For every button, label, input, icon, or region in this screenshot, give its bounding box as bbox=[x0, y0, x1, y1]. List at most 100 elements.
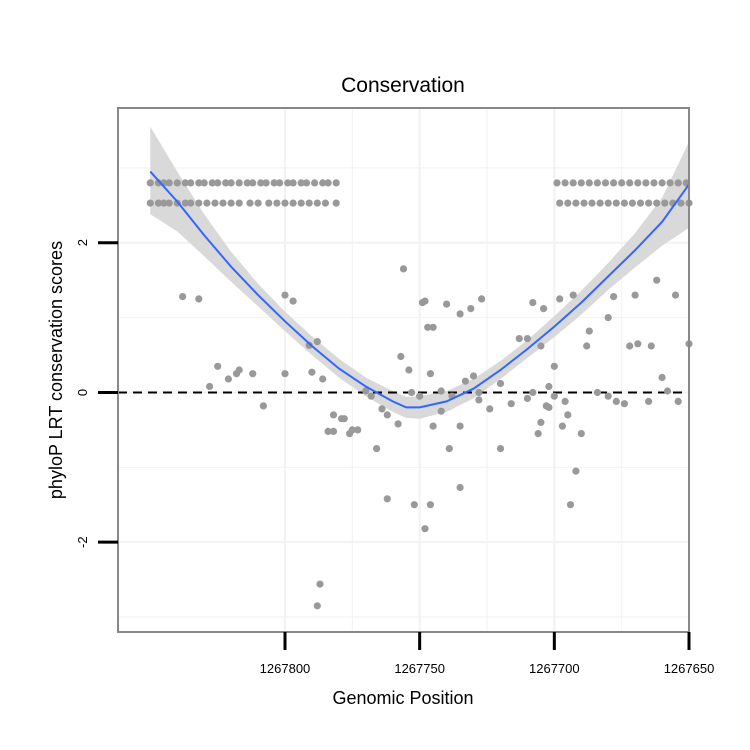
data-point bbox=[593, 388, 602, 397]
data-point bbox=[165, 199, 173, 207]
data-point bbox=[620, 400, 629, 408]
data-point bbox=[601, 179, 610, 187]
data-point bbox=[319, 179, 327, 187]
data-point bbox=[636, 199, 645, 207]
y-tick-label: -2 bbox=[75, 536, 90, 548]
data-point bbox=[424, 323, 432, 331]
data-point bbox=[383, 411, 391, 419]
data-point bbox=[604, 314, 612, 322]
data-point bbox=[537, 418, 545, 426]
data-point bbox=[580, 199, 588, 207]
data-point bbox=[461, 377, 469, 385]
data-point bbox=[642, 179, 650, 187]
data-point bbox=[564, 411, 572, 419]
data-point bbox=[203, 199, 211, 207]
data-point bbox=[469, 372, 478, 380]
data-point bbox=[596, 199, 604, 207]
data-point bbox=[523, 394, 532, 402]
data-point bbox=[273, 199, 281, 207]
data-point bbox=[634, 340, 642, 348]
data-point bbox=[478, 295, 486, 303]
data-point bbox=[160, 199, 168, 207]
data-point bbox=[429, 323, 437, 331]
data-point bbox=[647, 342, 655, 350]
data-point bbox=[666, 179, 674, 187]
data-point bbox=[408, 388, 416, 397]
data-point bbox=[348, 426, 356, 434]
data-point bbox=[410, 501, 418, 509]
data-point bbox=[281, 291, 289, 299]
data-point bbox=[645, 397, 653, 405]
x-tick-label: 1267800 bbox=[260, 661, 311, 676]
data-point bbox=[550, 362, 558, 370]
data-point bbox=[219, 199, 227, 207]
data-point bbox=[545, 403, 553, 411]
data-point bbox=[195, 295, 203, 303]
y-tick-label: 2 bbox=[75, 239, 90, 246]
data-point bbox=[634, 179, 642, 187]
data-point bbox=[297, 199, 305, 207]
data-point bbox=[222, 179, 230, 187]
data-point bbox=[154, 179, 162, 187]
chart-title: Conservation bbox=[341, 74, 465, 97]
data-point bbox=[577, 430, 585, 438]
data-point bbox=[324, 179, 332, 187]
data-point bbox=[146, 199, 154, 207]
data-point bbox=[146, 179, 154, 187]
data-point bbox=[674, 179, 682, 187]
data-point bbox=[556, 199, 564, 207]
data-points bbox=[146, 179, 693, 610]
data-point bbox=[362, 387, 370, 395]
data-point bbox=[561, 179, 569, 187]
data-point bbox=[416, 392, 424, 400]
data-point bbox=[316, 580, 324, 588]
data-point bbox=[227, 179, 235, 187]
data-point bbox=[556, 295, 564, 303]
data-point bbox=[397, 352, 405, 361]
data-point bbox=[650, 179, 658, 187]
data-point bbox=[324, 427, 332, 435]
data-point bbox=[534, 430, 542, 438]
data-point bbox=[612, 397, 620, 405]
data-point bbox=[550, 392, 558, 400]
data-point bbox=[426, 370, 434, 378]
data-point bbox=[569, 291, 577, 299]
data-point bbox=[378, 405, 386, 413]
data-point bbox=[243, 179, 251, 187]
data-point bbox=[289, 199, 297, 207]
data-point bbox=[653, 276, 661, 284]
data-point bbox=[289, 297, 297, 305]
data-point bbox=[561, 397, 569, 405]
data-point bbox=[399, 265, 408, 273]
data-point bbox=[566, 501, 575, 509]
data-point bbox=[677, 199, 685, 207]
data-point bbox=[658, 373, 666, 382]
data-point bbox=[305, 199, 313, 207]
data-point bbox=[297, 179, 305, 187]
data-point bbox=[475, 388, 483, 397]
data-point bbox=[604, 392, 612, 400]
data-point bbox=[604, 199, 612, 207]
data-point bbox=[257, 179, 265, 187]
data-point bbox=[507, 400, 515, 408]
data-point bbox=[259, 402, 267, 410]
panel-border bbox=[117, 107, 690, 633]
data-point bbox=[612, 199, 620, 207]
data-point bbox=[631, 291, 639, 299]
data-point bbox=[443, 300, 451, 308]
data-point bbox=[618, 179, 626, 187]
data-point bbox=[658, 179, 666, 187]
data-point bbox=[626, 342, 634, 350]
data-point bbox=[421, 297, 429, 305]
data-point bbox=[181, 199, 189, 207]
data-point bbox=[553, 179, 561, 187]
data-point bbox=[195, 199, 203, 207]
data-point bbox=[537, 342, 545, 350]
data-point bbox=[540, 305, 548, 313]
data-point bbox=[545, 382, 553, 391]
data-point bbox=[456, 483, 464, 492]
data-point bbox=[496, 445, 505, 453]
data-point bbox=[661, 199, 669, 207]
data-point bbox=[249, 179, 257, 187]
data-point bbox=[173, 179, 181, 187]
